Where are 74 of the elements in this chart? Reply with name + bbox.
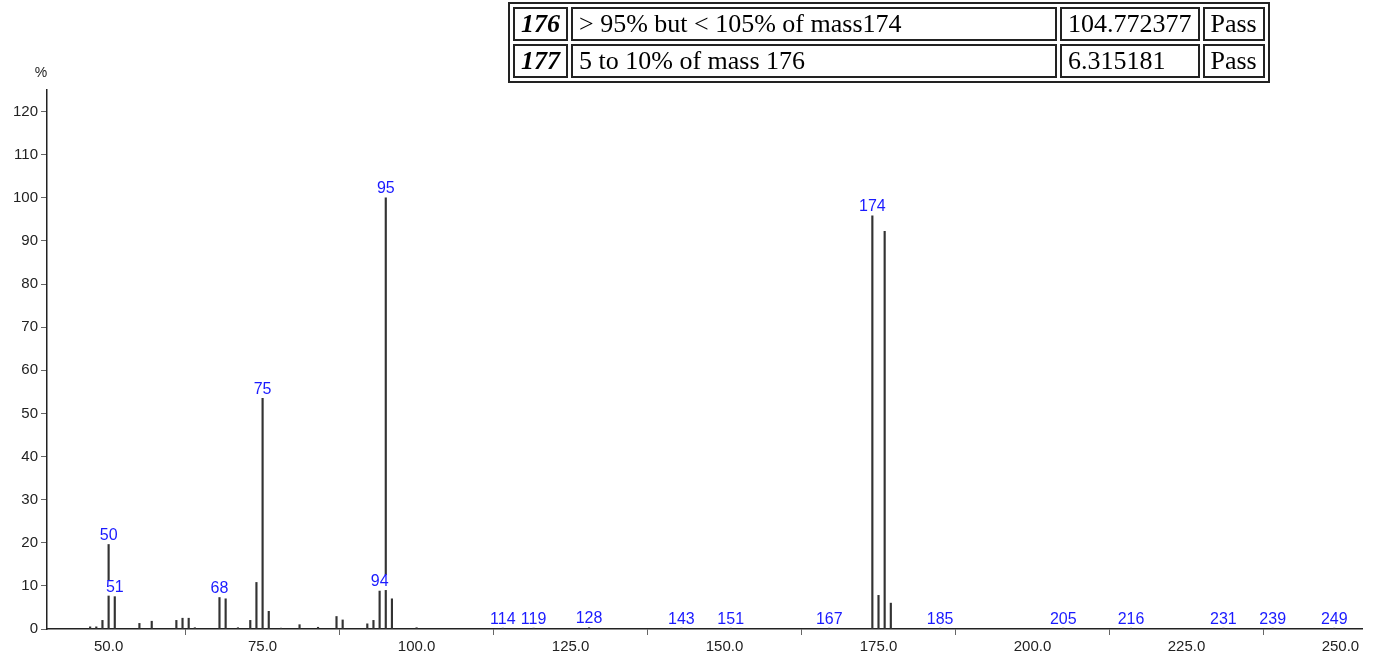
- bar: [267, 610, 270, 629]
- annotation: 51: [105, 578, 124, 596]
- text: 176: [513, 7, 568, 41]
- annotation: 143: [668, 609, 695, 627]
- bar: [113, 596, 116, 629]
- x-tick-label: 250.0: [1321, 637, 1360, 655]
- text: Pass: [1202, 44, 1265, 78]
- text: 177: [513, 44, 568, 78]
- annotation: 114: [490, 609, 516, 627]
- annotation: 239: [1259, 609, 1287, 627]
- annotation: 68: [210, 578, 229, 596]
- bar: [341, 619, 344, 629]
- y-tick-label: 0: [29, 619, 39, 637]
- bar: [883, 231, 886, 629]
- text: 6.315181: [1060, 44, 1200, 78]
- y-axis-title: %: [34, 63, 48, 80]
- annotation: 75: [253, 379, 272, 397]
- y-tick-label: 20: [21, 532, 39, 550]
- annotation: 249: [1320, 609, 1348, 627]
- annotation: 174: [859, 197, 886, 215]
- annotation: 205: [1049, 609, 1077, 627]
- bar: [187, 617, 190, 629]
- x-tick-label: 200.0: [1013, 637, 1052, 655]
- y-tick-label: 10: [21, 576, 39, 594]
- bar: [261, 397, 264, 629]
- y-tick-label: 40: [21, 446, 39, 464]
- x-tick-label: 125.0: [551, 637, 590, 655]
- x-tick-label: 75.0: [247, 637, 278, 655]
- bar: [255, 582, 258, 629]
- bar: [298, 624, 301, 629]
- bar: [181, 617, 184, 629]
- x-tick-label: 100.0: [397, 637, 436, 655]
- bar: [871, 215, 874, 629]
- annotation: 185: [926, 609, 954, 627]
- x-tick-label: 225.0: [1167, 637, 1206, 655]
- bar: [390, 598, 394, 629]
- annotation: 216: [1117, 609, 1145, 627]
- bar: [218, 597, 221, 629]
- y-tick-label: 60: [21, 360, 39, 378]
- annotation: 167: [815, 609, 843, 627]
- annotation: 50: [99, 525, 118, 543]
- annotation: 128: [575, 609, 603, 627]
- x-tick-label: 150.0: [705, 637, 744, 655]
- bar: [138, 623, 141, 629]
- bar: [249, 620, 252, 629]
- bar: [335, 616, 338, 629]
- y-tick-label: 70: [21, 317, 39, 335]
- text: Pass: [1202, 7, 1265, 41]
- annotation: 231: [1210, 609, 1237, 627]
- annotation: 95: [376, 179, 395, 197]
- annotation: 94: [370, 572, 389, 590]
- annotation: 119: [520, 609, 547, 627]
- y-tick-label: 50: [21, 403, 39, 421]
- bar: [378, 590, 381, 629]
- bar: [175, 620, 178, 629]
- text: > 95% but < 105% of mass174: [571, 7, 1057, 41]
- y-tick-label: 80: [21, 274, 39, 292]
- annotation: 151: [717, 609, 745, 627]
- bar: [150, 620, 153, 629]
- x-tick-label: 50.0: [94, 637, 124, 655]
- bar: [889, 602, 892, 629]
- bar: [224, 598, 227, 629]
- y-tick-label: 30: [21, 489, 39, 507]
- y-tick-label: 90: [21, 231, 39, 249]
- y-tick-label: 100: [13, 187, 39, 205]
- bar: [366, 623, 369, 629]
- y-tick-label: 120: [13, 101, 39, 119]
- bar: [372, 620, 375, 629]
- bar: [101, 620, 104, 629]
- y-tick-label: 110: [14, 144, 39, 162]
- x-tick-label: 175.0: [859, 637, 898, 655]
- text: 104.772377: [1060, 7, 1200, 41]
- text: 5 to 10% of mass 176: [571, 44, 1057, 78]
- bar: [877, 595, 880, 629]
